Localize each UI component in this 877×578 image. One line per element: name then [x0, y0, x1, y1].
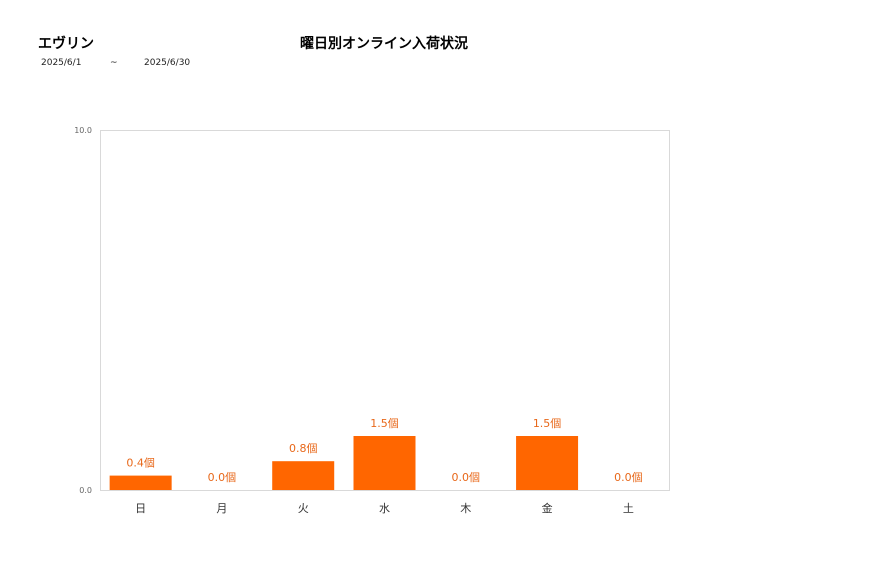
x-category-label-6: 土 [623, 502, 634, 515]
bar-2 [272, 461, 335, 490]
chart-title: 曜日別オンライン入荷状況 [300, 36, 468, 52]
period-separator: ~ [110, 58, 118, 68]
x-category-label-1: 月 [216, 502, 227, 515]
x-category-label-3: 水 [379, 502, 390, 515]
x-category-label-0: 日 [135, 502, 146, 515]
data-label-2: 0.8個 [289, 442, 318, 455]
bar-0 [109, 475, 172, 490]
bar-3 [353, 436, 416, 490]
data-label-3: 1.5個 [370, 417, 399, 430]
y-tick-label: 10.0 [74, 126, 92, 135]
period-end-date: 2025/6/30 [144, 58, 191, 68]
store-name: エヴリン [38, 36, 94, 52]
x-category-label-5: 金 [542, 501, 553, 515]
bar-5 [516, 436, 579, 490]
period-start-date: 2025/6/1 [41, 58, 82, 68]
data-label-4: 0.0個 [452, 471, 481, 484]
data-label-5: 1.5個 [533, 417, 562, 430]
data-label-6: 0.0個 [614, 471, 643, 484]
y-tick-label: 0.0 [79, 486, 92, 495]
x-category-label-2: 火 [298, 502, 309, 515]
plot-area-border [100, 130, 670, 491]
data-label-0: 0.4個 [126, 457, 155, 470]
data-label-1: 0.0個 [208, 471, 237, 484]
x-category-label-4: 木 [460, 502, 471, 515]
